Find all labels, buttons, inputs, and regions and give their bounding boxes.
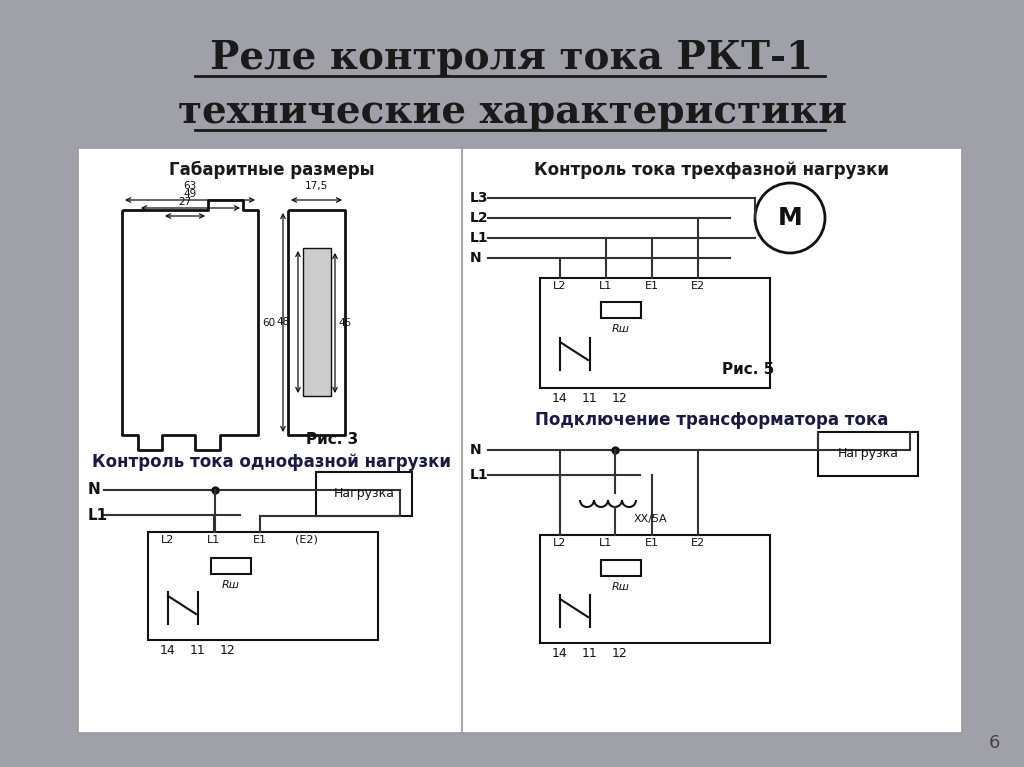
Text: Контроль тока трехфазной нагрузки: Контроль тока трехфазной нагрузки <box>535 161 890 179</box>
Text: Rш: Rш <box>222 580 240 590</box>
Bar <box>303 248 331 396</box>
Bar <box>316 472 412 516</box>
Text: L1: L1 <box>599 538 612 548</box>
Text: 6: 6 <box>988 734 1000 752</box>
Text: Нагрузка: Нагрузка <box>334 488 394 501</box>
Text: 12: 12 <box>220 644 236 657</box>
Text: E2: E2 <box>691 538 706 548</box>
Text: E1: E1 <box>645 281 659 291</box>
Text: L2: L2 <box>470 211 488 225</box>
Bar <box>540 278 770 388</box>
Text: Рис. 5: Рис. 5 <box>722 363 774 377</box>
Text: 12: 12 <box>612 392 628 405</box>
Bar <box>462 148 962 733</box>
Text: L1: L1 <box>470 231 488 245</box>
Text: 45: 45 <box>338 318 351 328</box>
Text: L1: L1 <box>470 468 488 482</box>
Text: E1: E1 <box>253 535 267 545</box>
Text: Rш: Rш <box>612 582 630 592</box>
Text: 49: 49 <box>184 189 198 199</box>
Text: M: M <box>777 206 803 230</box>
Text: 14: 14 <box>552 392 568 405</box>
Text: N: N <box>470 443 481 457</box>
Bar <box>78 148 466 733</box>
Text: Рис. 3: Рис. 3 <box>306 433 358 447</box>
Text: 27: 27 <box>178 197 191 207</box>
Text: 14: 14 <box>160 644 176 657</box>
Text: 60: 60 <box>262 318 275 328</box>
Text: технические характеристики: технические характеристики <box>177 93 847 131</box>
Text: Контроль тока однофазной нагрузки: Контроль тока однофазной нагрузки <box>92 453 452 471</box>
Circle shape <box>755 183 825 253</box>
Bar <box>601 560 641 576</box>
Text: 11: 11 <box>582 392 598 405</box>
Text: 11: 11 <box>582 647 598 660</box>
Text: (E2): (E2) <box>295 535 317 545</box>
Text: N: N <box>88 482 100 498</box>
Bar <box>148 532 378 640</box>
Text: L1: L1 <box>599 281 612 291</box>
Bar <box>818 432 918 476</box>
Bar <box>601 302 641 318</box>
Text: L3: L3 <box>470 191 488 205</box>
Text: E1: E1 <box>645 538 659 548</box>
Text: Габаритные размеры: Габаритные размеры <box>169 161 375 179</box>
Text: N: N <box>470 251 481 265</box>
Text: 63: 63 <box>183 181 197 191</box>
Text: Rш: Rш <box>612 324 630 334</box>
Text: 48: 48 <box>276 317 290 327</box>
Text: 17,5: 17,5 <box>305 181 328 191</box>
Text: E2: E2 <box>691 281 706 291</box>
Bar <box>540 535 770 643</box>
Text: 12: 12 <box>612 647 628 660</box>
Text: Подключение трансформатора тока: Подключение трансформатора тока <box>536 411 889 429</box>
Text: ХХ/5А: ХХ/5А <box>633 514 667 524</box>
Text: L1: L1 <box>88 508 109 522</box>
Text: L2: L2 <box>553 281 566 291</box>
Text: 14: 14 <box>552 647 568 660</box>
Text: L2: L2 <box>553 538 566 548</box>
Bar <box>211 558 251 574</box>
Text: L1: L1 <box>208 535 220 545</box>
Text: Реле контроля тока РКТ-1: Реле контроля тока РКТ-1 <box>211 39 813 77</box>
Text: 11: 11 <box>190 644 206 657</box>
Text: L2: L2 <box>162 535 175 545</box>
Text: Нагрузка: Нагрузка <box>838 447 898 460</box>
